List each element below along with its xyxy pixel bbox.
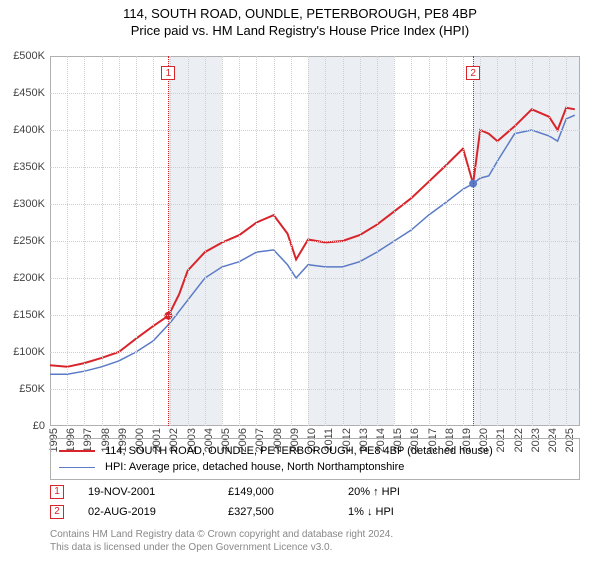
gridline-vertical xyxy=(566,56,567,426)
gridline-horizontal xyxy=(50,278,580,279)
event-line-2 xyxy=(473,56,474,426)
legend-label: HPI: Average price, detached house, Nort… xyxy=(105,461,404,473)
y-axis-label: £200K xyxy=(13,272,45,284)
gridline-vertical xyxy=(67,56,68,426)
y-axis-label: £250K xyxy=(13,235,45,247)
footer-line-1: Contains HM Land Registry data © Crown c… xyxy=(50,528,393,541)
y-axis-label: £150K xyxy=(13,309,45,321)
gridline-vertical xyxy=(463,56,464,426)
event-price: £327,500 xyxy=(228,506,348,518)
legend-swatch xyxy=(59,450,95,452)
footer-text: Contains HM Land Registry data © Crown c… xyxy=(50,528,393,554)
gridline-vertical xyxy=(343,56,344,426)
gridline-vertical xyxy=(497,56,498,426)
gridline-vertical xyxy=(170,56,171,426)
gridline-horizontal xyxy=(50,315,580,316)
gridline-vertical xyxy=(291,56,292,426)
gridline-horizontal xyxy=(50,389,580,390)
event-marker-1: 1 xyxy=(161,66,175,80)
event-line-1 xyxy=(168,56,169,426)
footer-line-2: This data is licensed under the Open Gov… xyxy=(50,541,393,554)
plot-area: £0£50K£100K£150K£200K£250K£300K£350K£400… xyxy=(50,56,580,426)
gridline-horizontal xyxy=(50,93,580,94)
legend: 114, SOUTH ROAD, OUNDLE, PETERBOROUGH, P… xyxy=(50,438,580,480)
y-axis-label: £50K xyxy=(19,383,45,395)
gridline-vertical xyxy=(239,56,240,426)
gridline-horizontal xyxy=(50,241,580,242)
y-axis-label: £0 xyxy=(33,420,45,432)
gridline-horizontal xyxy=(50,204,580,205)
chart-subtitle: Price paid vs. HM Land Registry's House … xyxy=(0,23,600,38)
event-table: 1 19-NOV-2001£149,00020% ↑ HPI 2 02-AUG-201… xyxy=(50,482,400,522)
y-axis-label: £500K xyxy=(13,50,45,62)
gridline-vertical xyxy=(411,56,412,426)
gridline-vertical xyxy=(308,56,309,426)
event-price: £149,000 xyxy=(228,486,348,498)
gridline-vertical xyxy=(549,56,550,426)
event-index-box: 2 xyxy=(50,505,64,519)
legend-row-hpi: HPI: Average price, detached house, Nort… xyxy=(59,459,571,475)
gridline-vertical xyxy=(188,56,189,426)
gridline-vertical xyxy=(222,56,223,426)
y-axis-label: £400K xyxy=(13,124,45,136)
gridline-horizontal xyxy=(50,167,580,168)
gridline-vertical xyxy=(84,56,85,426)
chart-container: 114, SOUTH ROAD, OUNDLE, PETERBOROUGH, P… xyxy=(0,6,600,566)
y-axis-label: £450K xyxy=(13,87,45,99)
gridline-vertical xyxy=(446,56,447,426)
event-row-2: 2 02-AUG-2019£327,5001% ↓ HPI xyxy=(50,502,400,522)
series-line-price_paid xyxy=(50,108,575,367)
event-delta: 1% ↓ HPI xyxy=(348,506,394,518)
legend-swatch xyxy=(59,467,95,468)
legend-row-price_paid: 114, SOUTH ROAD, OUNDLE, PETERBOROUGH, P… xyxy=(59,443,571,459)
gridline-horizontal xyxy=(50,352,580,353)
gridline-vertical xyxy=(256,56,257,426)
y-axis-label: £300K xyxy=(13,198,45,210)
gridline-vertical xyxy=(360,56,361,426)
series-line-hpi xyxy=(50,115,575,374)
chart-title: 114, SOUTH ROAD, OUNDLE, PETERBOROUGH, P… xyxy=(0,6,600,21)
event-marker-2: 2 xyxy=(466,66,480,80)
gridline-vertical xyxy=(515,56,516,426)
gridline-horizontal xyxy=(50,130,580,131)
gridline-vertical xyxy=(429,56,430,426)
y-axis-label: £350K xyxy=(13,161,45,173)
gridline-vertical xyxy=(274,56,275,426)
event-date: 19-NOV-2001 xyxy=(88,486,228,498)
event-date: 02-AUG-2019 xyxy=(88,506,228,518)
gridline-vertical xyxy=(205,56,206,426)
gridline-vertical xyxy=(102,56,103,426)
y-axis-label: £100K xyxy=(13,346,45,358)
gridline-vertical xyxy=(532,56,533,426)
legend-label: 114, SOUTH ROAD, OUNDLE, PETERBOROUGH, P… xyxy=(105,445,493,457)
title-block: 114, SOUTH ROAD, OUNDLE, PETERBOROUGH, P… xyxy=(0,6,600,38)
event-delta: 20% ↑ HPI xyxy=(348,486,400,498)
gridline-vertical xyxy=(136,56,137,426)
gridline-vertical xyxy=(480,56,481,426)
gridline-vertical xyxy=(394,56,395,426)
event-index-box: 1 xyxy=(50,485,64,499)
gridline-vertical xyxy=(377,56,378,426)
gridline-vertical xyxy=(325,56,326,426)
gridline-vertical xyxy=(119,56,120,426)
event-row-1: 1 19-NOV-2001£149,00020% ↑ HPI xyxy=(50,482,400,502)
gridline-vertical xyxy=(153,56,154,426)
